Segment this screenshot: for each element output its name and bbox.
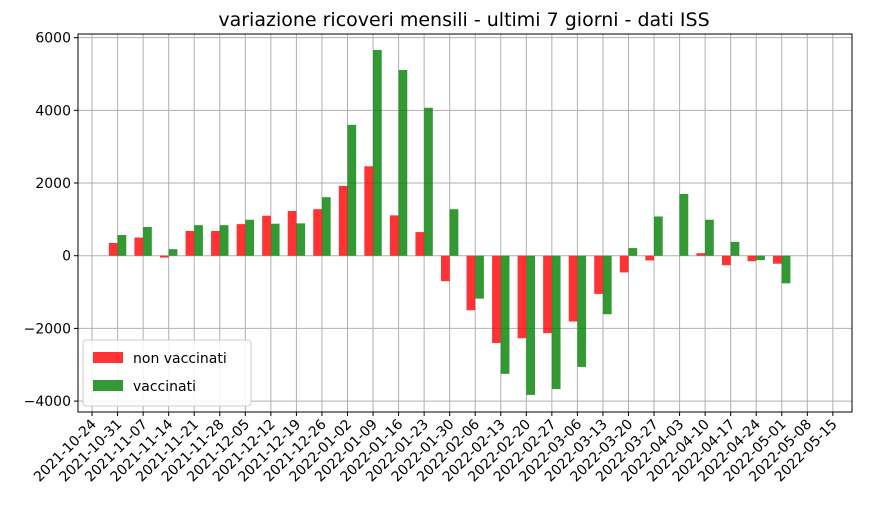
bar-non-vaccinati bbox=[440, 255, 450, 282]
bar-vaccinati bbox=[321, 197, 331, 256]
chart-title: variazione ricoveri mensili - ultimi 7 g… bbox=[218, 9, 709, 31]
bars bbox=[108, 49, 791, 395]
bar-vaccinati bbox=[526, 255, 535, 395]
legend-swatch bbox=[93, 352, 123, 363]
bar-vaccinati bbox=[781, 255, 791, 284]
y-tick-label: −2000 bbox=[24, 321, 71, 337]
bar-vaccinati bbox=[577, 255, 587, 367]
bar-non-vaccinati bbox=[645, 255, 655, 261]
legend-swatch bbox=[93, 380, 123, 391]
bar-vaccinati bbox=[219, 225, 229, 256]
bar-vaccinati bbox=[117, 234, 127, 256]
bar-vaccinati bbox=[730, 241, 740, 256]
bar-non-vaccinati bbox=[313, 209, 322, 256]
bar-vaccinati bbox=[705, 219, 714, 256]
bar-vaccinati bbox=[551, 255, 561, 390]
bar-non-vaccinati bbox=[159, 255, 169, 258]
axes bbox=[77, 33, 853, 413]
bar-vaccinati bbox=[756, 255, 765, 261]
bar-non-vaccinati bbox=[466, 255, 476, 311]
bar-non-vaccinati bbox=[364, 166, 374, 256]
bar-vaccinati bbox=[475, 255, 484, 299]
bar-non-vaccinati bbox=[338, 185, 348, 256]
legend: non vaccinati vaccinati bbox=[82, 339, 252, 407]
bar-vaccinati bbox=[500, 255, 510, 374]
bar-non-vaccinati bbox=[185, 230, 195, 256]
bar-non-vaccinati bbox=[262, 215, 271, 256]
bar-non-vaccinati bbox=[492, 255, 501, 343]
bar-vaccinati bbox=[270, 223, 280, 256]
y-tick-label: 4000 bbox=[35, 103, 71, 119]
bar-vaccinati bbox=[347, 124, 357, 256]
bar-non-vaccinati bbox=[619, 255, 629, 273]
bar-non-vaccinati bbox=[696, 253, 706, 256]
bar-non-vaccinati bbox=[543, 255, 552, 334]
bar-non-vaccinati bbox=[134, 237, 144, 256]
bar-non-vaccinati bbox=[594, 255, 603, 294]
bar-vaccinati bbox=[654, 216, 663, 256]
bar-non-vaccinati bbox=[568, 255, 578, 322]
bar-vaccinati bbox=[602, 255, 612, 315]
bar-vaccinati bbox=[628, 248, 638, 256]
bar-non-vaccinati bbox=[721, 255, 731, 266]
bar-non-vaccinati bbox=[517, 255, 527, 339]
bar-vaccinati bbox=[373, 49, 382, 256]
legend-label: vaccinati bbox=[133, 379, 196, 395]
bar-vaccinati bbox=[449, 209, 459, 256]
plot-frame bbox=[77, 33, 853, 413]
y-tick-label: 2000 bbox=[35, 176, 71, 192]
legend-box bbox=[82, 339, 252, 407]
bar-non-vaccinati bbox=[211, 230, 220, 256]
legend-label: non vaccinati bbox=[133, 351, 227, 367]
bar-vaccinati bbox=[143, 226, 152, 256]
bar-non-vaccinati bbox=[236, 224, 246, 256]
bar-vaccinati bbox=[168, 249, 178, 256]
y-tick-label: 0 bbox=[62, 249, 71, 265]
bar-vaccinati bbox=[424, 107, 433, 256]
bar-non-vaccinati bbox=[389, 215, 399, 256]
bar-vaccinati bbox=[296, 223, 306, 256]
bar-vaccinati bbox=[679, 193, 689, 256]
bar-non-vaccinati bbox=[773, 255, 782, 264]
ticks: −4000−200002000400060002021-10-242021-10… bbox=[24, 31, 841, 486]
bar-vaccinati bbox=[245, 219, 255, 256]
bar-non-vaccinati bbox=[747, 255, 757, 262]
bar-non-vaccinati bbox=[108, 242, 118, 256]
y-tick-label: −4000 bbox=[24, 394, 71, 410]
bar-non-vaccinati bbox=[287, 211, 297, 256]
bar-non-vaccinati bbox=[415, 232, 425, 256]
y-tick-label: 6000 bbox=[35, 31, 71, 47]
bar-vaccinati bbox=[398, 69, 408, 256]
bar-vaccinati bbox=[194, 225, 203, 256]
